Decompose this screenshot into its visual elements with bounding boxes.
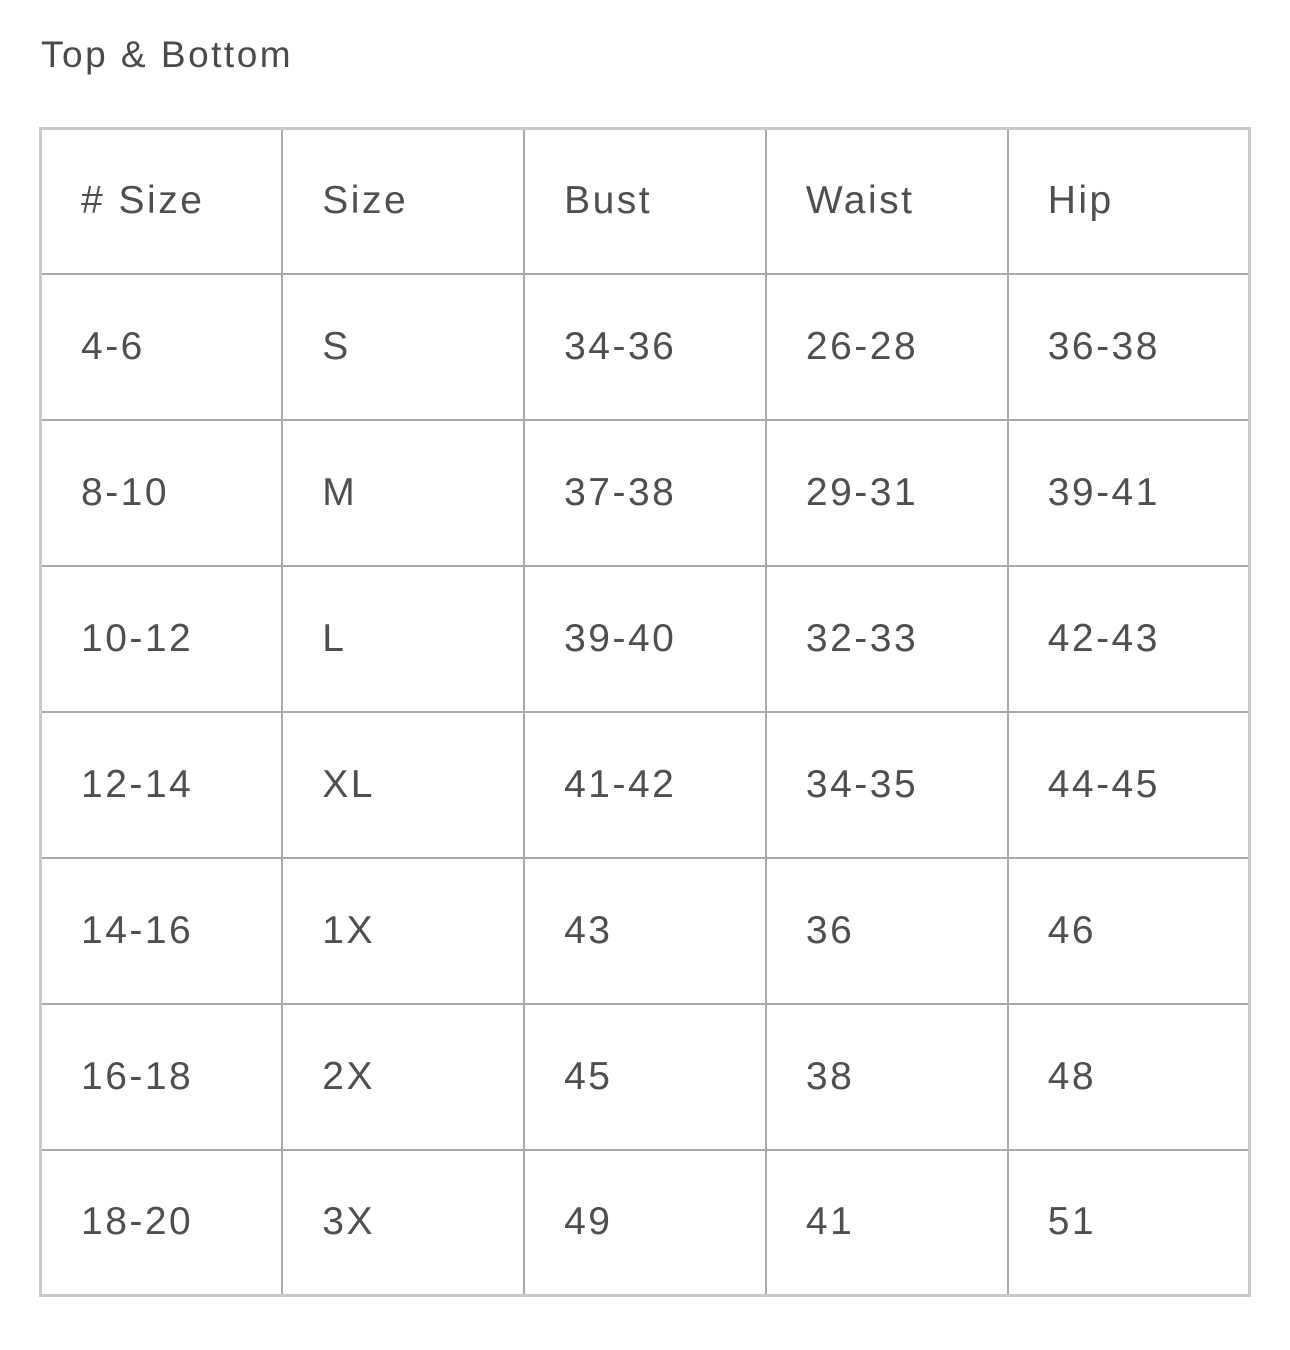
cell-bust: 49 <box>523 1148 767 1297</box>
cell-waist: 32-33 <box>764 564 1009 713</box>
cell-bust: 45 <box>523 1002 767 1151</box>
table-row: 8-10 M 37-38 29-31 39-41 <box>39 418 1251 567</box>
size-chart-table: # Size Size Bust Waist Hip 4-6 S 34-36 2… <box>39 127 1251 1297</box>
cell-numeric-size: 12-14 <box>39 710 284 859</box>
cell-size: 3X <box>281 1148 526 1297</box>
cell-numeric-size: 10-12 <box>39 564 284 713</box>
cell-size: 2X <box>281 1002 526 1151</box>
cell-waist: 26-28 <box>764 272 1009 421</box>
table-row: 12-14 XL 41-42 34-35 44-45 <box>39 710 1251 859</box>
cell-waist: 41 <box>764 1148 1009 1297</box>
table-row: 16-18 2X 45 38 48 <box>39 1002 1251 1151</box>
cell-waist: 36 <box>764 856 1009 1005</box>
cell-bust: 43 <box>523 856 767 1005</box>
cell-size: XL <box>281 710 526 859</box>
section-title: Top & Bottom <box>41 34 294 75</box>
column-header-size: Size <box>281 127 526 275</box>
table-row: 14-16 1X 43 36 46 <box>39 856 1251 1005</box>
cell-size: M <box>281 418 526 567</box>
size-chart-section: Top & Bottom # Size Size Bust Waist Hip … <box>39 34 1251 1297</box>
cell-waist: 29-31 <box>764 418 1009 567</box>
cell-hip: 39-41 <box>1006 418 1251 567</box>
cell-numeric-size: 4-6 <box>39 272 284 421</box>
table-header: # Size Size Bust Waist Hip <box>39 127 1251 275</box>
cell-numeric-size: 8-10 <box>39 418 284 567</box>
cell-hip: 42-43 <box>1006 564 1251 713</box>
cell-bust: 41-42 <box>523 710 767 859</box>
cell-size: L <box>281 564 526 713</box>
column-header-bust: Bust <box>523 127 767 275</box>
cell-size: 1X <box>281 856 526 1005</box>
cell-bust: 37-38 <box>523 418 767 567</box>
cell-numeric-size: 16-18 <box>39 1002 284 1151</box>
cell-hip: 51 <box>1006 1148 1251 1297</box>
column-header-hip: Hip <box>1006 127 1251 275</box>
cell-size: S <box>281 272 526 421</box>
cell-waist: 34-35 <box>764 710 1009 859</box>
table-row: 4-6 S 34-36 26-28 36-38 <box>39 272 1251 421</box>
table-row: 10-12 L 39-40 32-33 42-43 <box>39 564 1251 713</box>
table-header-row: # Size Size Bust Waist Hip <box>39 127 1251 275</box>
cell-hip: 46 <box>1006 856 1251 1005</box>
cell-hip: 44-45 <box>1006 710 1251 859</box>
cell-hip: 36-38 <box>1006 272 1251 421</box>
column-header-numeric-size: # Size <box>39 127 284 275</box>
table-row: 18-20 3X 49 41 51 <box>39 1148 1251 1297</box>
cell-numeric-size: 14-16 <box>39 856 284 1005</box>
cell-numeric-size: 18-20 <box>39 1148 284 1297</box>
cell-waist: 38 <box>764 1002 1009 1151</box>
cell-bust: 39-40 <box>523 564 767 713</box>
column-header-waist: Waist <box>764 127 1009 275</box>
cell-hip: 48 <box>1006 1002 1251 1151</box>
cell-bust: 34-36 <box>523 272 767 421</box>
table-body: 4-6 S 34-36 26-28 36-38 8-10 M 37-38 29-… <box>39 272 1251 1297</box>
